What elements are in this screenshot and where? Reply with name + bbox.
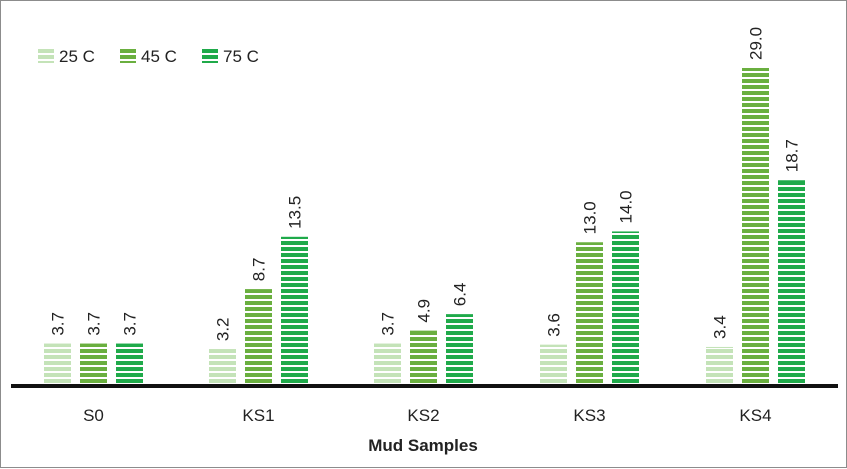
data-label-ks1-45-c: 8.7 bbox=[250, 258, 269, 282]
bar-ks4-45-c bbox=[742, 68, 769, 384]
data-label-ks2-25-c: 3.7 bbox=[379, 312, 398, 336]
category-label-ks4: KS4 bbox=[739, 406, 771, 425]
legend-label: 25 C bbox=[59, 47, 95, 66]
bar-ks2-75-c bbox=[446, 314, 473, 384]
bar-ks3-45-c bbox=[576, 242, 603, 384]
legend-item-25-c: 25 C bbox=[38, 47, 95, 66]
category-labels-group: S0 KS1 KS2 KS3 KS4 bbox=[83, 406, 771, 425]
bar-s0-75-c bbox=[116, 343, 143, 384]
bar-ks1-25-c bbox=[209, 349, 236, 384]
legend-label: 75 C bbox=[223, 47, 259, 66]
legend-swatch bbox=[120, 47, 136, 63]
data-label-ks3-45-c: 13.0 bbox=[581, 201, 600, 234]
data-label-ks4-45-c: 29.0 bbox=[747, 27, 766, 60]
legend-item-75-c: 75 C bbox=[202, 47, 259, 66]
bar-ks2-25-c bbox=[374, 343, 401, 384]
data-label-ks2-75-c: 6.4 bbox=[451, 283, 470, 307]
legend: 25 C 45 C 75 C bbox=[38, 47, 259, 66]
category-label-s0: S0 bbox=[83, 406, 104, 425]
data-label-ks1-75-c: 13.5 bbox=[286, 196, 305, 229]
bar-ks3-25-c bbox=[540, 344, 567, 384]
category-label-ks3: KS3 bbox=[573, 406, 605, 425]
bar-s0-25-c bbox=[44, 343, 71, 384]
data-label-ks2-45-c: 4.9 bbox=[415, 299, 434, 323]
data-label-ks3-75-c: 14.0 bbox=[617, 190, 636, 223]
data-label-ks3-25-c: 3.6 bbox=[545, 313, 564, 337]
bar-ks4-25-c bbox=[706, 346, 733, 384]
legend-label: 45 C bbox=[141, 47, 177, 66]
category-label-ks2: KS2 bbox=[407, 406, 439, 425]
legend-swatch bbox=[202, 47, 218, 63]
legend-item-45-c: 45 C bbox=[120, 47, 177, 66]
bar-ks3-75-c bbox=[612, 231, 639, 384]
data-label-ks4-75-c: 18.7 bbox=[783, 139, 802, 172]
category-label-ks1: KS1 bbox=[242, 406, 274, 425]
data-labels-group: 3.7 3.7 3.7 3.2 8.7 13.5 3.7 4.9 6.4 3.6 13.0 14.0 3… bbox=[49, 27, 802, 341]
data-label-s0-75-c: 3.7 bbox=[121, 312, 140, 336]
data-label-ks1-25-c: 3.2 bbox=[214, 317, 233, 341]
data-label-ks4-25-c: 3.4 bbox=[711, 315, 730, 339]
legend-swatch bbox=[38, 47, 54, 63]
x-axis-title: Mud Samples bbox=[368, 436, 478, 455]
bar-ks2-45-c bbox=[410, 330, 437, 384]
data-label-s0-25-c: 3.7 bbox=[49, 312, 68, 336]
bar-ks4-75-c bbox=[778, 180, 805, 384]
bars-group bbox=[44, 68, 805, 384]
bar-ks1-45-c bbox=[245, 289, 272, 384]
bar-s0-45-c bbox=[80, 343, 107, 384]
bar-ks1-75-c bbox=[281, 236, 308, 384]
data-label-s0-45-c: 3.7 bbox=[85, 312, 104, 336]
